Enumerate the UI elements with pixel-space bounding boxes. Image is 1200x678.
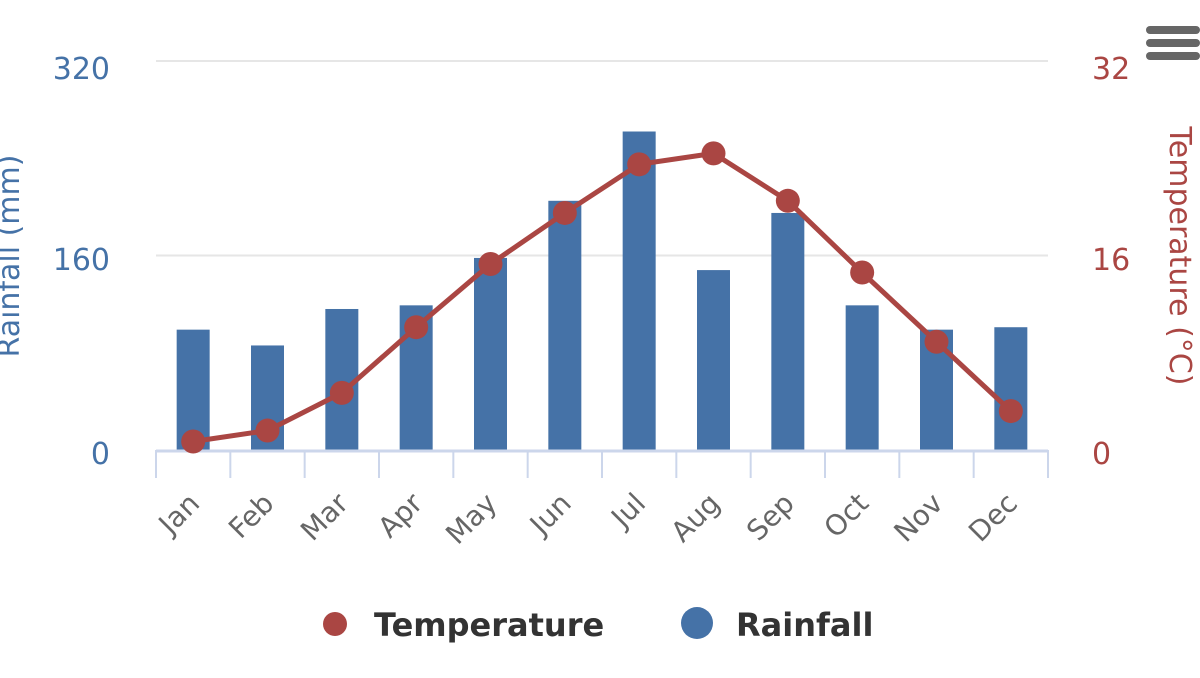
x-tick-label: May xyxy=(439,487,503,551)
y-left-tick: 160 xyxy=(53,243,110,278)
temperature-series-line xyxy=(192,150,1013,444)
x-tick-label: Oct xyxy=(818,487,876,545)
y-right-tick: 16 xyxy=(1092,243,1130,278)
x-tick-label: Apr xyxy=(372,486,430,544)
temperature-legend-marker xyxy=(323,612,347,636)
x-tick-label: Mar xyxy=(294,486,355,547)
y-axis-right: 32 16 0 Temperature (°C) xyxy=(1092,52,1197,472)
temperature-point[interactable] xyxy=(850,260,875,285)
grid-lines xyxy=(156,60,1048,257)
temperature-point[interactable] xyxy=(998,399,1023,424)
temperature-point[interactable] xyxy=(329,380,354,405)
chart-menu-button[interactable] xyxy=(1146,26,1200,70)
temperature-point[interactable] xyxy=(627,152,652,177)
y-right-tick: 0 xyxy=(1092,437,1111,472)
x-tick-label: Feb xyxy=(222,487,280,545)
rainfall-bar[interactable] xyxy=(474,257,507,450)
temperature-point[interactable] xyxy=(701,141,726,166)
rainfall-bar[interactable] xyxy=(845,305,879,450)
hamburger-menu-icon xyxy=(1146,26,1200,60)
y-left-tick: 0 xyxy=(91,437,110,472)
y-right-axis-title: Temperature (°C) xyxy=(1162,126,1197,386)
x-tick-label: Nov xyxy=(887,487,949,549)
temperature-point[interactable] xyxy=(552,200,577,225)
rainfall-bar[interactable] xyxy=(994,327,1028,450)
legend: Temperature Rainfall xyxy=(323,606,873,644)
y-left-axis-title: Rainfall (mm) xyxy=(0,155,27,358)
temperature-point[interactable] xyxy=(478,252,503,277)
x-tick-label: Sep xyxy=(740,487,801,548)
temperature-line xyxy=(181,141,1023,454)
legend-label: Temperature xyxy=(374,606,604,644)
x-tick-label: Aug xyxy=(664,487,726,549)
x-tick-label: Jun xyxy=(522,487,578,543)
temperature-point[interactable] xyxy=(255,418,280,443)
rainfall-bar[interactable] xyxy=(622,131,656,450)
temperature-point[interactable] xyxy=(775,188,800,213)
x-axis: Jan Feb Mar Apr May Jun Jul Aug Sep Oct Nov Dec xyxy=(151,449,1049,551)
legend-item-temperature[interactable]: Temperature xyxy=(323,606,604,644)
x-tick-label: Jan xyxy=(151,487,206,542)
y-axis-left: 320 160 0 Rainfall (mm) xyxy=(0,52,110,472)
legend-label: Rainfall xyxy=(736,606,873,644)
rainfall-bars xyxy=(176,131,1028,450)
x-tick-label: Dec xyxy=(962,487,1024,549)
rainfall-bar[interactable] xyxy=(697,270,730,450)
y-right-tick: 32 xyxy=(1092,52,1130,87)
temperature-point[interactable] xyxy=(181,429,206,454)
rainfall-bar[interactable] xyxy=(325,308,359,450)
temperature-point[interactable] xyxy=(404,315,429,340)
rainfall-bar[interactable] xyxy=(548,200,582,450)
y-left-tick: 320 xyxy=(53,52,110,87)
temperature-point[interactable] xyxy=(924,329,949,354)
legend-item-rainfall[interactable]: Rainfall xyxy=(681,606,873,644)
x-tick-label: Jul xyxy=(603,487,652,536)
rainfall-bar[interactable] xyxy=(771,212,805,450)
rainfall-legend-marker xyxy=(681,607,713,639)
